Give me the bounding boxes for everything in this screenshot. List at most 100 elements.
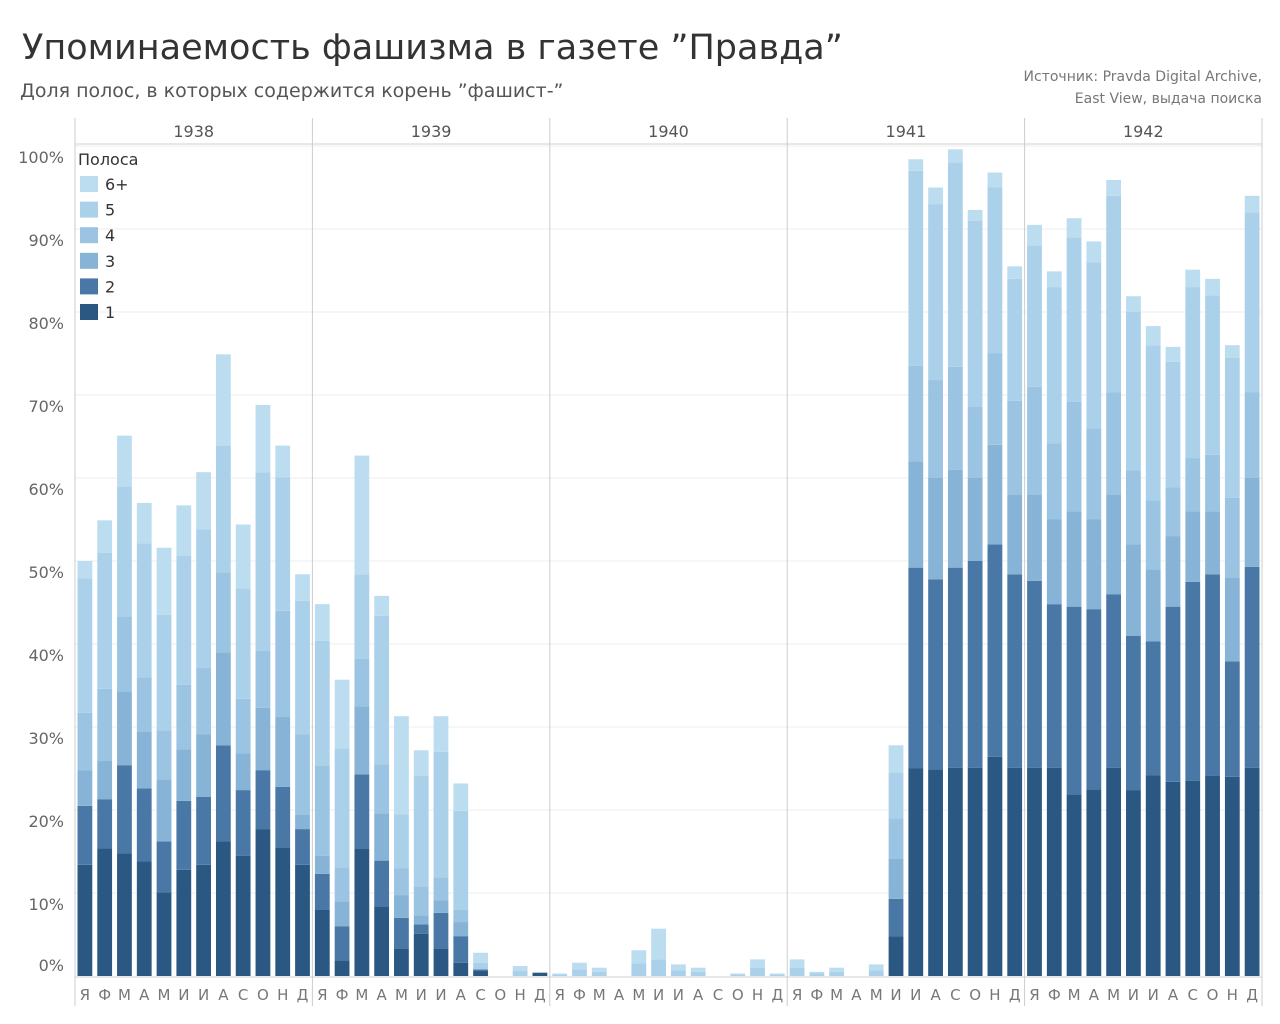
- month-label: С: [475, 986, 485, 1004]
- y-tick-label: 90%: [28, 231, 64, 250]
- bar-segment-5: [473, 962, 488, 970]
- legend-label: 4: [105, 226, 115, 245]
- month-label: Я: [1029, 986, 1039, 1004]
- bar-segment-4: [117, 616, 132, 692]
- month-label: Ф: [810, 986, 823, 1004]
- month-label: И: [653, 986, 664, 1004]
- bar-segment-5: [354, 574, 370, 659]
- bar-segment-4: [1185, 458, 1201, 512]
- bar-segment-5: [196, 529, 211, 669]
- bar-segment-2: [97, 799, 113, 849]
- bar-segment-4: [215, 572, 231, 653]
- bar-segment-2: [215, 745, 231, 842]
- year-label: 1940: [648, 122, 689, 141]
- bar-segment-3: [255, 707, 271, 771]
- month-label: О: [494, 986, 506, 1004]
- legend-label: 6+: [105, 175, 129, 194]
- bar-segment-1: [473, 971, 488, 976]
- bar-segment-6plus: [117, 435, 132, 487]
- bar-segment-2: [453, 936, 469, 963]
- bar-segment-4: [354, 658, 370, 707]
- bar-segment-5: [215, 445, 231, 573]
- bar-segment-1: [1165, 781, 1181, 976]
- bar-segment-5: [1086, 262, 1102, 429]
- month-label: Д: [771, 986, 783, 1004]
- bar-segment-1: [1086, 789, 1102, 976]
- month-label: М: [830, 986, 843, 1004]
- bar-segment-3: [1007, 494, 1023, 575]
- month-label: С: [238, 986, 248, 1004]
- bar-segment-5: [374, 615, 390, 765]
- bar-segment-6plus: [987, 172, 1003, 188]
- y-tick-label: 100%: [18, 148, 64, 167]
- bar-segment-5: [334, 748, 350, 868]
- bar-segment-6plus: [374, 595, 390, 616]
- bar-segment-3: [97, 761, 113, 800]
- month-label: Я: [554, 986, 564, 1004]
- bar-segment-6plus: [1126, 296, 1141, 312]
- bar-segment-5: [552, 974, 568, 976]
- month-label: М: [593, 986, 606, 1004]
- y-tick-label: 40%: [28, 646, 64, 665]
- bar-segment-1: [275, 847, 291, 976]
- bar-segment-1: [334, 960, 350, 976]
- bar-segment-1: [77, 864, 93, 976]
- bar-segment-3: [117, 691, 132, 766]
- legend-label: 1: [105, 303, 115, 322]
- chart-title: Упоминаемость фашизма в газете ”Правда”: [22, 28, 843, 68]
- legend-swatch-1: [80, 304, 98, 320]
- bar-segment-5: [1126, 312, 1141, 471]
- month-label: Д: [1246, 986, 1258, 1004]
- bar-segment-5: [512, 971, 528, 976]
- bar-segment-6plus: [671, 964, 686, 971]
- bar-segment-5: [97, 552, 113, 689]
- bar-segment-4: [235, 698, 251, 754]
- bar-segment-1: [215, 841, 231, 976]
- month-label: И: [178, 986, 189, 1004]
- month-label: Ф: [98, 986, 111, 1004]
- month-label: И: [435, 986, 446, 1004]
- bar-segment-4: [947, 366, 963, 470]
- bar-segment-3: [1126, 544, 1141, 636]
- month-label: А: [377, 986, 388, 1004]
- bar-segment-5: [1244, 212, 1260, 393]
- month-label: Я: [792, 986, 802, 1004]
- month-label: Ф: [1048, 986, 1061, 1004]
- month-label: И: [673, 986, 684, 1004]
- bar-segment-6plus: [314, 604, 330, 641]
- bar-segment-5: [394, 814, 409, 869]
- bar-segment-4: [888, 818, 904, 859]
- y-tick-label: 70%: [28, 397, 64, 416]
- month-label: О: [257, 986, 269, 1004]
- bar-segment-4: [1027, 386, 1042, 495]
- bar-segment-4: [987, 353, 1003, 445]
- bar-segment-4: [908, 365, 924, 462]
- bar-segment-3: [215, 652, 231, 746]
- legend-label: 3: [105, 252, 115, 271]
- bar-segment-1: [987, 756, 1003, 976]
- bar-segment-6plus: [572, 962, 587, 970]
- bar-segment-6plus: [769, 973, 785, 975]
- legend-swatch-2: [80, 278, 98, 295]
- month-label: М: [1068, 986, 1081, 1004]
- bar-segment-4: [1086, 428, 1102, 520]
- month-label: С: [713, 986, 723, 1004]
- bar-segment-6plus: [512, 966, 528, 972]
- bar-segment-6plus: [928, 187, 943, 205]
- month-label: Д: [297, 986, 309, 1004]
- bar-segment-6plus: [967, 209, 983, 221]
- legend-swatch-3: [80, 252, 98, 269]
- bar-segment-3: [275, 717, 291, 787]
- bar-segment-5: [314, 640, 330, 767]
- bar-segment-6plus: [1106, 180, 1122, 196]
- bar-segment-5: [1185, 287, 1201, 459]
- bar-segment-3: [1244, 478, 1260, 567]
- bar-segment-6plus: [1086, 241, 1102, 263]
- month-label: О: [732, 986, 744, 1004]
- source-line-1: Источник: Pravda Digital Archive,: [1023, 69, 1262, 85]
- bar-segment-4: [433, 877, 449, 901]
- bar-segment-1: [888, 936, 904, 976]
- bar-segment-5: [255, 472, 271, 651]
- bar-segment-6plus: [1165, 346, 1181, 362]
